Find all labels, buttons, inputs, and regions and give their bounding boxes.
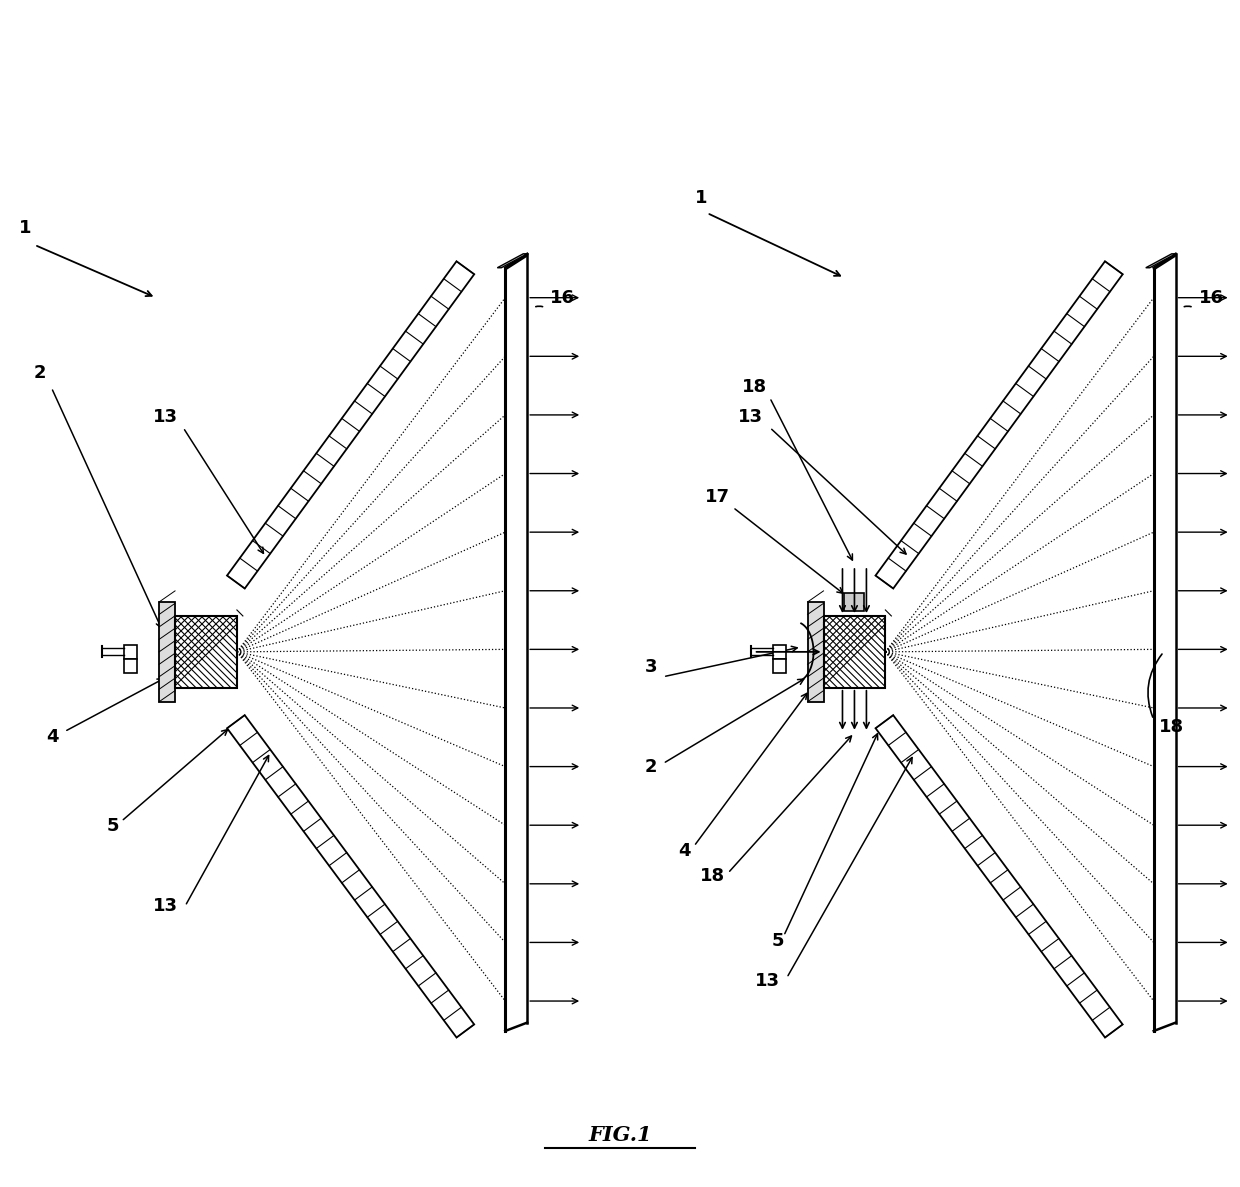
Bar [823,616,885,687]
Text: 18: 18 [742,379,766,396]
Text: FIG.1: FIG.1 [588,1125,652,1144]
Text: 4: 4 [678,843,691,861]
Polygon shape [1153,254,1176,269]
Polygon shape [497,254,527,268]
Polygon shape [1146,254,1176,268]
Text: 3: 3 [645,658,657,675]
Bar [773,659,786,673]
Text: 4: 4 [46,728,58,745]
Bar [807,602,823,702]
Text: 5: 5 [771,932,784,950]
Text: 18: 18 [1158,718,1184,736]
Text: 13: 13 [153,408,179,426]
Polygon shape [505,254,527,269]
Bar [124,645,138,659]
Text: 13: 13 [153,897,179,915]
Text: 16: 16 [551,288,575,306]
Text: 13: 13 [755,972,780,990]
Bar [124,659,138,673]
Bar [175,616,237,687]
Text: 16: 16 [1199,288,1224,306]
Text: 1: 1 [694,189,707,207]
Text: 2: 2 [645,757,657,775]
Text: 17: 17 [704,488,730,506]
Text: 5: 5 [107,818,119,836]
Text: 2: 2 [33,363,46,381]
Text: 13: 13 [738,408,763,426]
Bar [844,594,864,611]
Text: 1: 1 [20,218,32,237]
Text: 18: 18 [699,868,725,886]
Bar [159,602,175,702]
Bar [773,645,786,659]
